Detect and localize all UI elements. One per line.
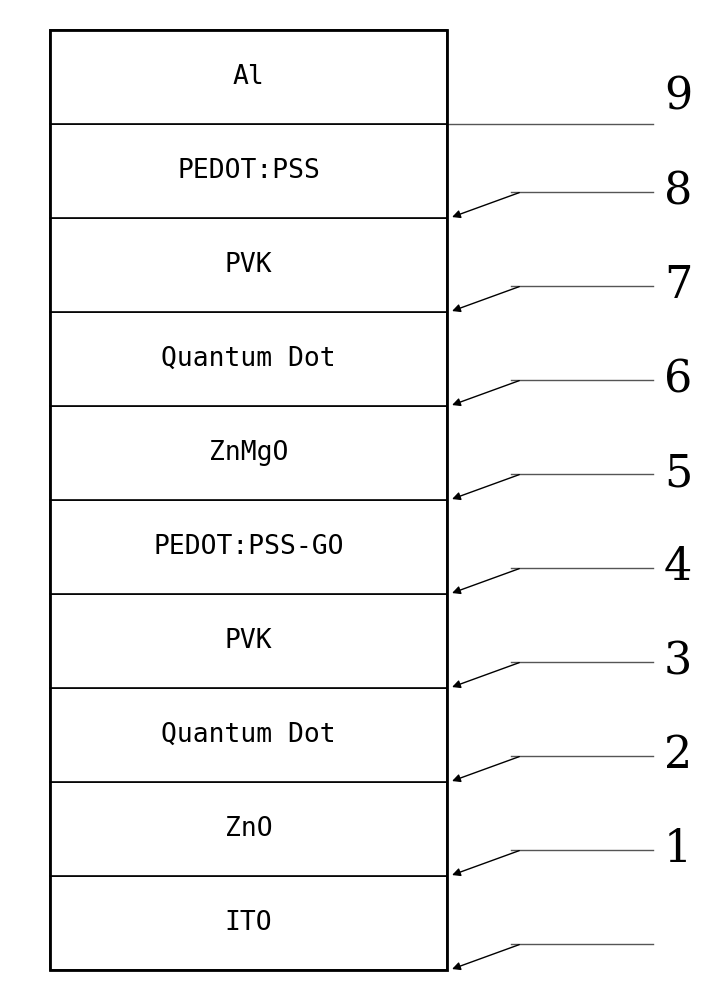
Text: 8: 8: [664, 170, 692, 213]
Text: Quantum Dot: Quantum Dot: [161, 722, 336, 748]
Text: 9: 9: [664, 76, 692, 119]
Text: 3: 3: [664, 640, 692, 683]
Text: ZnO: ZnO: [224, 816, 273, 842]
Text: Al: Al: [233, 64, 264, 90]
Text: 5: 5: [664, 452, 692, 495]
Text: Quantum Dot: Quantum Dot: [161, 346, 336, 372]
Text: 1: 1: [664, 828, 692, 871]
Text: PEDOT:PSS: PEDOT:PSS: [177, 158, 320, 184]
Bar: [50, 500, 447, 594]
Text: 2: 2: [664, 734, 692, 777]
Bar: [50, 594, 447, 688]
Text: 6: 6: [664, 358, 692, 401]
Bar: [50, 312, 447, 406]
Bar: [50, 218, 447, 312]
Text: PVK: PVK: [224, 628, 273, 654]
Bar: [50, 406, 447, 500]
Bar: [50, 688, 447, 782]
Bar: [50, 876, 447, 970]
Text: ZnMgO: ZnMgO: [209, 440, 288, 466]
Bar: [50, 782, 447, 876]
Text: PEDOT:PSS-GO: PEDOT:PSS-GO: [153, 534, 344, 560]
Bar: [50, 30, 447, 970]
Bar: [50, 30, 447, 124]
Text: ITO: ITO: [224, 910, 273, 936]
Text: 7: 7: [664, 264, 692, 307]
Bar: [50, 124, 447, 218]
Text: PVK: PVK: [224, 252, 273, 278]
Text: 4: 4: [664, 546, 692, 589]
